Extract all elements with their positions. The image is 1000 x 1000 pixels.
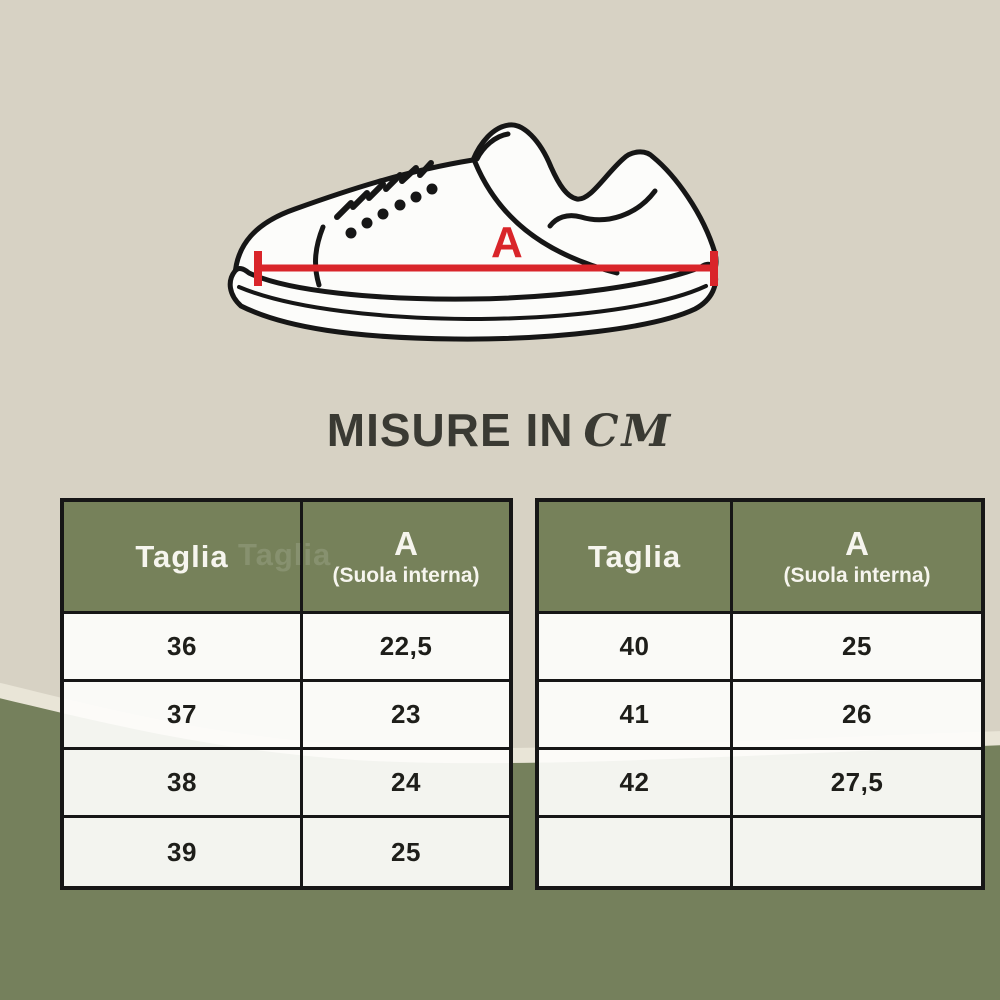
header-cell-sole: A (Suola interna) (733, 502, 981, 614)
title-unit: CM (583, 406, 674, 457)
header-measure: A (394, 524, 418, 562)
sneaker-drawing-icon: A (227, 122, 719, 342)
sole-value: 26 (842, 699, 872, 729)
sole-value: 23 (391, 699, 421, 729)
sole-value: 27,5 (830, 767, 884, 797)
header-label: Taglia (135, 538, 229, 574)
header-cell-taglia: Taglia (539, 502, 733, 614)
sole-value: 22,5 (379, 631, 433, 661)
size-value: 37 (167, 699, 197, 729)
size-cell (539, 818, 733, 886)
size-cell: 39 (64, 818, 303, 886)
sole-cell: 25 (303, 818, 509, 886)
title-text: MISURE IN (326, 404, 574, 456)
sole-value: 25 (842, 631, 872, 661)
measurement-label: A (491, 218, 523, 267)
size-cell: 41 (539, 682, 733, 750)
sole-cell: 26 (733, 682, 981, 750)
sole-cell: 25 (733, 614, 981, 682)
size-value: 39 (167, 836, 197, 867)
size-cell: 37 (64, 682, 303, 750)
size-cell: 40 (539, 614, 733, 682)
sole-cell: 22,5 (303, 614, 509, 682)
page-title: MISURE IN CM (0, 403, 1000, 457)
sole-cell: 27,5 (733, 750, 981, 818)
size-cell: 42 (539, 750, 733, 818)
header-measure-sub: (Suola interna) (332, 563, 480, 587)
size-cell: 36 (64, 614, 303, 682)
header-measure-sub: (Suola interna) (783, 563, 931, 587)
header-cell-taglia: Taglia (64, 502, 303, 614)
sole-cell: 24 (303, 750, 509, 818)
size-table-left: Taglia A (Suola interna) 36 22,5 37 23 3… (60, 498, 513, 890)
size-table-right: Taglia A (Suola interna) 40 25 41 26 42 … (535, 498, 985, 890)
sole-value: 25 (391, 836, 421, 867)
sole-cell (733, 818, 981, 886)
size-value: 36 (167, 631, 197, 661)
lace-eyelets-icon (345, 183, 438, 239)
header-cell-sole: A (Suola interna) (303, 502, 509, 614)
size-cell: 38 (64, 750, 303, 818)
shoe-diagram: A (225, 105, 735, 355)
size-value: 38 (167, 767, 197, 797)
measurement-line (254, 251, 718, 286)
size-value: 40 (619, 631, 650, 661)
header-label: Taglia (587, 538, 682, 574)
size-value: 41 (619, 699, 650, 729)
sole-cell: 23 (303, 682, 509, 750)
header-measure: A (845, 524, 869, 562)
sole-value: 24 (391, 767, 421, 797)
size-value: 42 (619, 767, 650, 797)
